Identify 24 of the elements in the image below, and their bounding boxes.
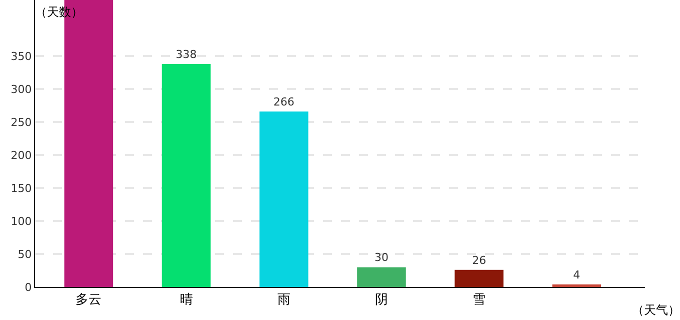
bar (162, 64, 211, 287)
data-label: 4 (573, 268, 580, 282)
x-tick-label: 雨 (277, 292, 290, 308)
bar (357, 267, 406, 287)
x-tick-label: 晴 (180, 292, 193, 308)
y-tick-label: 150 (10, 182, 32, 195)
bar (259, 112, 308, 287)
y-tick-label: 0 (24, 280, 32, 294)
bar (552, 284, 602, 287)
x-tick-label: 雪 (472, 292, 486, 308)
y-tick-label: 300 (10, 82, 32, 96)
y-tick-label: 250 (10, 116, 32, 129)
x-tick-label: 多云 (76, 292, 102, 308)
y-tick-label: 200 (10, 148, 32, 162)
bar (454, 270, 504, 287)
y-tick-label: 100 (10, 214, 32, 228)
data-label: 30 (374, 251, 388, 264)
y-tick-label: 50 (18, 248, 32, 261)
y-tick-label: 350 (10, 50, 32, 63)
x-axis-title: （天气） (632, 303, 680, 317)
data-label: 26 (472, 254, 486, 267)
x-tick-label: 阴 (374, 292, 388, 308)
data-label: 338 (176, 48, 197, 61)
data-label: 266 (273, 96, 294, 108)
